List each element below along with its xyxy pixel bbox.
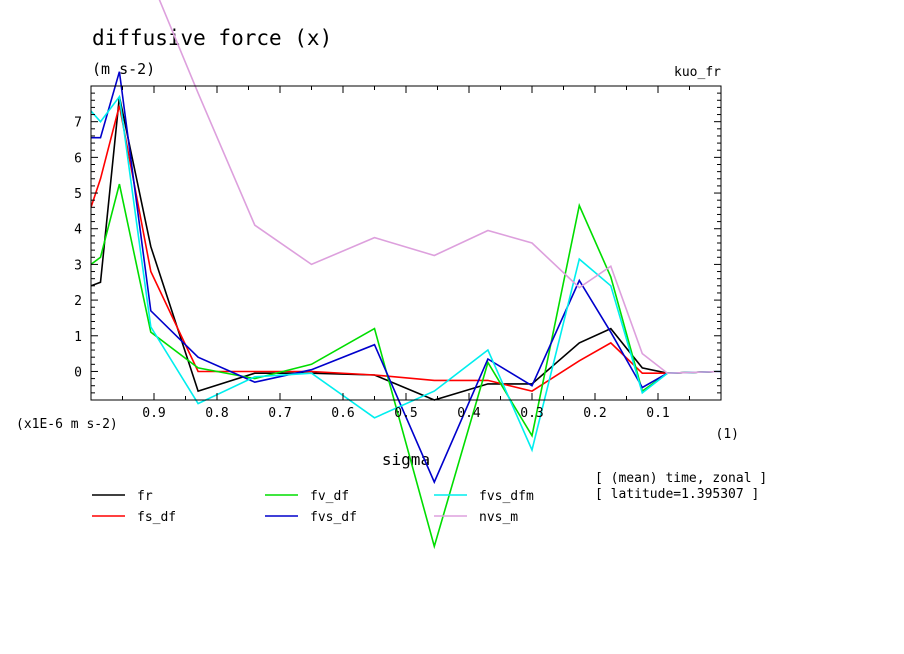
y-tick-label: 3 <box>74 258 82 273</box>
legend-label-fvs-df: fvs_df <box>310 510 357 525</box>
x-tick-label: 0.3 <box>520 406 543 421</box>
note-1: [ (mean) time, zonal ] <box>595 471 767 486</box>
x-tick-label: 0.1 <box>646 406 669 421</box>
note-2: [ latitude=1.395307 ] <box>595 487 759 502</box>
x-axis-label: sigma <box>382 450 430 469</box>
chart-tag: kuo_fr <box>674 65 721 80</box>
legend: fr fs_df fv_df fvs_df fvs_dfm nvs_m <box>92 489 534 525</box>
x-tick-label: 0.4 <box>457 406 481 421</box>
y-tick-label: 5 <box>74 187 82 202</box>
y-tick-label: 6 <box>74 151 82 166</box>
legend-label-nvs-m: nvs_m <box>479 510 518 525</box>
series-line-fvs-dfm <box>91 94 721 453</box>
y-tick-label: 4 <box>74 223 82 238</box>
series-line-fvs-df <box>91 71 721 485</box>
legend-label-fvs-dfm: fvs_dfm <box>479 489 534 504</box>
scale-label: (x1E-6 m s-2) <box>16 417 118 432</box>
y-tick-label: 2 <box>74 294 82 309</box>
y-tick-label: 1 <box>74 330 82 345</box>
x-tick-label: 0.5 <box>394 406 417 421</box>
series-line-fv-df <box>91 183 721 550</box>
x-tick-label: 0.9 <box>142 406 165 421</box>
chart-units: (m s-2) <box>92 60 155 78</box>
y-tick-label: 0 <box>74 365 82 380</box>
x-tick-label: 0.6 <box>331 406 354 421</box>
series-line-fr <box>91 96 721 401</box>
x-tick-label: 0.7 <box>268 406 291 421</box>
legend-label-fs-df: fs_df <box>137 510 176 525</box>
legend-label-fr: fr <box>137 489 153 504</box>
x-tick-label: 0.2 <box>583 406 606 421</box>
x-tick-label: 0.8 <box>205 406 228 421</box>
series-line-nvs-m <box>158 0 721 375</box>
legend-label-fv-df: fv_df <box>310 489 349 504</box>
y-tick-label: 7 <box>74 116 82 131</box>
x-unit: (1) <box>716 427 739 442</box>
chart-title: diffusive force (x) <box>92 26 332 50</box>
